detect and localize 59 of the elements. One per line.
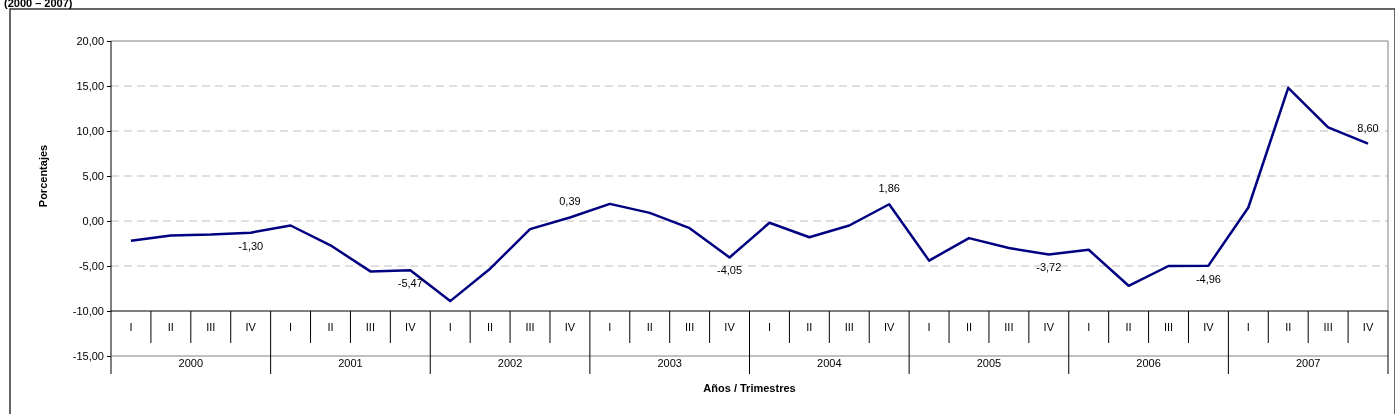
chart-title: (2000 – 2007)	[4, 0, 73, 9]
x-tick-label: III	[206, 321, 216, 333]
y-tick-label: -15,00	[72, 350, 104, 363]
y-tick-label: 10,00	[76, 125, 104, 138]
x-tick-label: IV	[564, 321, 576, 333]
data-label: -5,47	[397, 277, 423, 290]
x-tick-label: I	[767, 321, 771, 333]
x-tick-label: I	[289, 321, 293, 333]
x-tick-label: I	[608, 321, 612, 333]
x-tick-label: II	[167, 321, 174, 333]
x-tick-label: IV	[245, 321, 257, 333]
y-tick-label: 15,00	[76, 80, 104, 93]
data-label: -4,96	[1195, 272, 1221, 285]
x-tick-label: II	[1285, 321, 1292, 333]
x-tick-label: IV	[883, 321, 896, 333]
text: 2001	[338, 357, 363, 369]
x-tick-label: IV	[405, 321, 417, 333]
data-label: -3,72	[1036, 261, 1062, 274]
data-label: 8,60	[1357, 121, 1379, 134]
y-tick-label: 5,00	[82, 170, 104, 183]
data-label: 0,39	[559, 195, 581, 208]
x-tick-label: II	[487, 321, 494, 333]
y-tick-label: -10,00	[72, 305, 104, 318]
text: 2007	[1295, 357, 1321, 369]
text: 2004	[817, 357, 842, 369]
data-label: -4,05	[717, 264, 743, 277]
x-tick-label: I	[448, 321, 452, 333]
x-axis-title: Años / Trimestres	[703, 382, 796, 394]
y-axis-title: Porcentajes	[37, 144, 49, 208]
x-tick-label: I	[1087, 321, 1091, 333]
x-tick-label: IV	[1203, 321, 1215, 333]
y-tick-label: -5,00	[78, 260, 104, 273]
x-tick-label: II	[965, 321, 973, 333]
x-tick-label: III	[1323, 321, 1333, 333]
x-tick-label: III	[525, 321, 535, 333]
text: 2005	[976, 357, 1002, 369]
x-tick-label: III	[1163, 321, 1174, 333]
x-tick-label: I	[129, 321, 133, 333]
text: 2002	[497, 357, 523, 369]
text: 2006	[1136, 357, 1161, 369]
x-tick-label: II	[1125, 321, 1132, 333]
x-tick-label: IV	[1362, 321, 1374, 333]
text: 2000	[178, 357, 204, 369]
text: 2003	[657, 357, 682, 369]
x-tick-label: II	[646, 321, 653, 333]
y-tick-label: 0,00	[82, 215, 104, 228]
data-label: -1,30	[238, 239, 264, 252]
x-tick-label: II	[806, 321, 813, 333]
x-tick-label: III	[365, 321, 375, 333]
x-tick-label: I	[927, 321, 931, 333]
x-tick-label: III	[1004, 321, 1014, 333]
y-tick-label: 20,00	[76, 35, 104, 48]
x-tick-label: IV	[724, 321, 736, 333]
x-tick-label: I	[1246, 321, 1250, 333]
x-tick-label: III	[844, 321, 854, 333]
x-tick-label: IV	[1043, 321, 1055, 333]
x-tick-label: II	[327, 321, 334, 333]
x-tick-label: III	[685, 321, 695, 333]
data-label: 1,86	[878, 182, 900, 195]
